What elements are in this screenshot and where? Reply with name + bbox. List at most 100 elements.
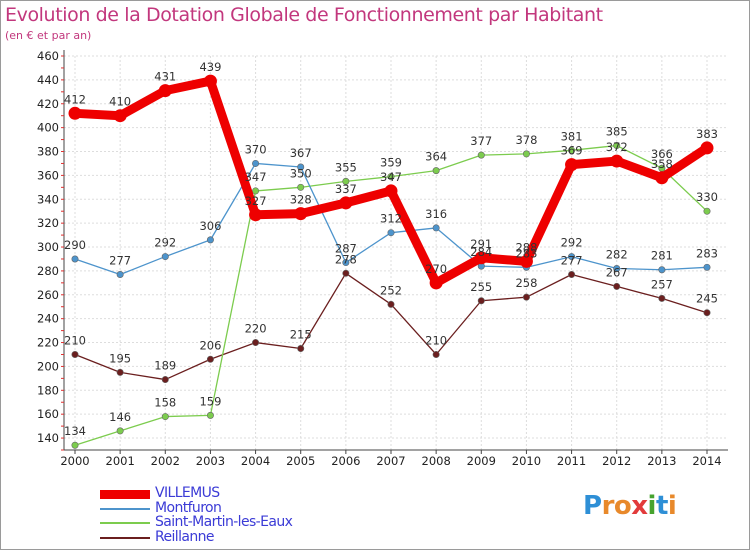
chart-subtitle: (en € et par an): [5, 29, 92, 42]
data-point: [206, 355, 214, 363]
data-point: [658, 266, 666, 274]
data-label: 278: [335, 252, 357, 266]
data-point: [658, 294, 666, 302]
data-label: 277: [109, 253, 131, 267]
data-label: 439: [199, 60, 221, 74]
data-label: 215: [290, 328, 312, 342]
y-tick-label: 340: [37, 192, 59, 206]
data-point: [252, 187, 260, 195]
x-tick-label: 2001: [106, 454, 135, 468]
data-point: [477, 151, 485, 159]
series-saint-martin-les-eaux: [71, 142, 711, 449]
data-label: 355: [335, 160, 357, 174]
data-point: [113, 109, 127, 123]
data-point: [297, 183, 305, 191]
data-point: [203, 74, 217, 88]
data-label: 328: [290, 193, 312, 207]
legend-label: VILLEMUS: [155, 485, 220, 501]
data-point: [116, 427, 124, 435]
legend-swatch: [100, 490, 150, 499]
data-label: 316: [425, 207, 447, 221]
x-tick-label: 2014: [692, 454, 721, 468]
x-tick-label: 2008: [422, 454, 451, 468]
data-point: [294, 207, 308, 221]
data-label: 284: [470, 245, 492, 259]
data-point: [297, 163, 305, 171]
data-label: 292: [561, 236, 583, 250]
data-label: 134: [64, 424, 86, 438]
data-label: 288: [515, 240, 537, 254]
data-label: 159: [199, 394, 221, 408]
data-point: [161, 413, 169, 421]
logo-letter: x: [631, 491, 648, 521]
data-label: 283: [515, 246, 537, 260]
data-point: [613, 265, 621, 273]
data-label: 283: [696, 246, 718, 260]
data-point: [519, 254, 533, 268]
data-label: 372: [606, 140, 628, 154]
logo-letter: t: [655, 491, 668, 521]
data-label: 195: [109, 351, 131, 365]
data-point: [703, 207, 711, 215]
x-tick-label: 2013: [647, 454, 676, 468]
data-label: 292: [154, 236, 176, 250]
data-point: [342, 259, 350, 267]
data-label: 210: [64, 333, 86, 347]
data-point: [522, 150, 530, 158]
data-label: 347: [380, 170, 402, 184]
data-point: [387, 229, 395, 237]
x-tick-label: 2002: [151, 454, 180, 468]
data-label: 257: [651, 277, 673, 291]
x-tick-label: 2000: [60, 454, 89, 468]
data-point: [158, 84, 172, 98]
x-tick-label: 2011: [557, 454, 586, 468]
data-point: [387, 300, 395, 308]
legend-swatch: [100, 507, 150, 510]
data-label: 347: [245, 170, 267, 184]
x-tick-label: 2003: [196, 454, 225, 468]
y-tick-label: 240: [37, 312, 59, 326]
data-point: [432, 167, 440, 175]
data-label: 255: [470, 280, 492, 294]
data-label: 327: [245, 194, 267, 208]
proxiti-logo: Proxiti: [583, 491, 677, 521]
data-point: [655, 171, 669, 185]
data-point: [249, 208, 263, 222]
y-tick-label: 160: [37, 407, 59, 421]
data-label: 270: [425, 262, 447, 276]
data-label: 189: [154, 359, 176, 373]
data-label: 258: [515, 276, 537, 290]
data-point: [206, 411, 214, 419]
x-tick-label: 2005: [286, 454, 315, 468]
data-label: 330: [696, 190, 718, 204]
data-point: [568, 146, 576, 154]
data-point: [116, 368, 124, 376]
y-tick-label: 360: [37, 168, 59, 182]
data-label: 281: [651, 249, 673, 263]
data-label: 158: [154, 396, 176, 410]
data-point: [387, 173, 395, 181]
data-point: [703, 263, 711, 271]
legend-swatch: [100, 536, 150, 539]
y-tick-label: 300: [37, 240, 59, 254]
data-label: 282: [606, 248, 628, 262]
data-point: [474, 251, 488, 265]
data-point: [700, 141, 714, 155]
y-tick-label: 200: [37, 359, 59, 373]
data-label: 385: [606, 125, 628, 139]
data-label: 412: [64, 92, 86, 106]
data-point: [161, 376, 169, 384]
data-label: 364: [425, 150, 447, 164]
data-label: 381: [561, 129, 583, 143]
data-point: [610, 154, 624, 168]
data-label: 277: [561, 253, 583, 267]
data-label: 383: [696, 127, 718, 141]
data-point: [71, 255, 79, 263]
data-point: [613, 282, 621, 290]
data-label: 378: [515, 133, 537, 147]
logo-letter: r: [601, 491, 615, 521]
data-label: 431: [154, 70, 176, 84]
